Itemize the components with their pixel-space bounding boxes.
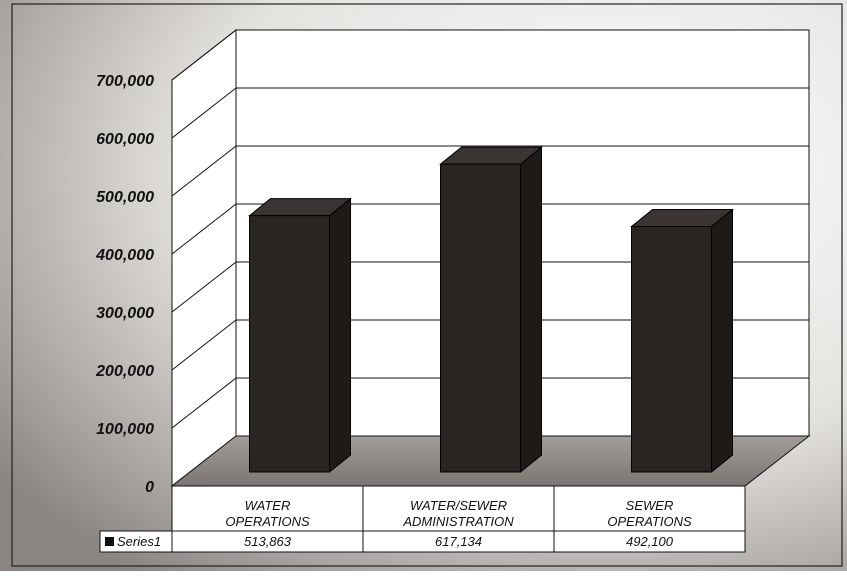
gridline xyxy=(171,145,237,197)
bar-front xyxy=(249,215,330,473)
table-legend-cell xyxy=(99,530,173,553)
category-label: ADMINISTRATION xyxy=(402,514,514,529)
y-tick-label: 400,000 xyxy=(95,247,154,264)
data-table xyxy=(171,485,746,553)
bar-side xyxy=(711,208,733,474)
bar xyxy=(248,197,352,474)
legend-series-name: Series1 xyxy=(117,534,161,549)
gridline xyxy=(171,29,237,81)
data-label: 492,100 xyxy=(626,534,674,549)
category-label: WATER/SEWER xyxy=(410,498,507,513)
bar xyxy=(439,146,543,474)
gridline xyxy=(171,87,237,139)
legend-swatch xyxy=(105,537,114,546)
y-tick-label: 700,000 xyxy=(96,73,154,90)
gridline xyxy=(171,319,237,371)
bar-front xyxy=(631,226,712,473)
chart-border xyxy=(11,3,843,567)
y-tick-label: 300,000 xyxy=(96,305,154,322)
bar xyxy=(630,208,734,474)
bar-front xyxy=(440,163,521,473)
y-tick-label: 500,000 xyxy=(96,189,154,206)
category-label: WATER xyxy=(245,498,291,513)
data-label: 617,134 xyxy=(435,534,482,549)
y-tick-label: 0 xyxy=(145,479,154,496)
side-wall xyxy=(171,28,237,488)
y-tick-label: 600,000 xyxy=(96,131,154,148)
gridline xyxy=(171,203,237,255)
gridline xyxy=(171,261,237,313)
bar-side xyxy=(520,146,542,474)
category-label: SEWER xyxy=(626,498,674,513)
data-label: 513,863 xyxy=(244,534,292,549)
y-tick-label: 200,000 xyxy=(95,363,154,380)
y-tick-label: 100,000 xyxy=(96,421,154,438)
bar-side xyxy=(329,197,351,474)
gridline xyxy=(171,377,237,429)
category-label: OPERATIONS xyxy=(225,514,310,529)
category-label: OPERATIONS xyxy=(607,514,692,529)
